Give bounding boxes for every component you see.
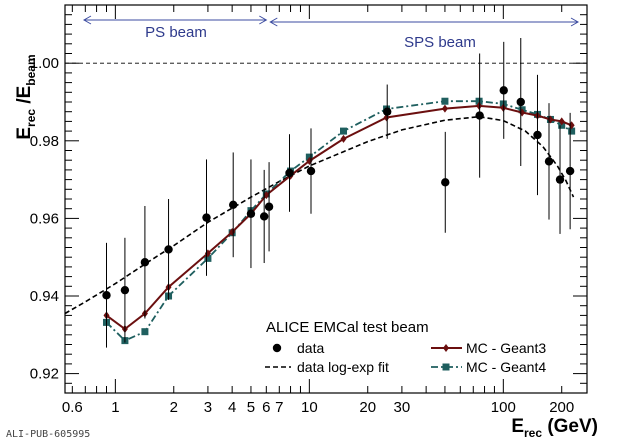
y-axis-title: Erec /Ebeam [14,54,38,139]
data-point [285,168,294,178]
x-tick-label: 30 [394,399,411,416]
data-point [228,200,238,210]
data-point [383,107,392,116]
legend-data-label: data [297,340,324,356]
ps-beam-label: PS beam [145,24,207,41]
series-group [64,37,576,348]
data-point [259,212,269,221]
y-tick-label: 1.00 [30,55,59,72]
data-point [164,245,173,254]
legend-data-marker [272,343,282,353]
geant3-marker [340,134,347,143]
data-point [140,258,150,267]
footer-id: ALI-PUB-605995 [6,429,90,440]
legend-fit-label: data log-exp fit [297,359,389,375]
x-tick-label: 100 [491,399,516,416]
geant3-marker [263,191,270,200]
geant4-marker [141,328,149,336]
x-tick-label: 6 [262,399,270,416]
y-tick-label: 0.98 [30,133,59,150]
y-tick-label: 0.94 [30,288,59,305]
data-point [102,291,111,300]
data-point [516,97,525,107]
data-point [475,111,484,120]
sps-beam-arrow-left-head [269,17,278,27]
beam-annotations: PS beam SPS beam [82,15,580,51]
x-tick-label: 1 [111,399,119,416]
geant3-line [105,104,572,331]
legend-geant3-marker [443,344,449,352]
x-tick-label: 3 [204,399,212,416]
data-point [533,130,542,140]
data-point [499,86,508,95]
y-tick-labels: 0.92 0.94 0.96 0.98 1.00 [30,55,59,382]
geant4-marker [568,127,576,135]
geant3-marker [476,101,483,110]
geant4-marker [441,97,449,105]
geant3-marker [441,104,448,113]
data-point [120,285,130,295]
axis-ticks [65,4,587,394]
ps-beam-arrow-left-head [82,15,92,25]
x-tick-label: 10 [301,399,318,416]
data-point [264,202,274,211]
geant4-line [105,100,573,342]
x-axis-title: Erec (GeV) [511,416,598,440]
ps-beam-arrow-right-head [259,15,268,25]
data-point [565,166,575,176]
legend-geant3-label: MC - Geant3 [466,340,546,356]
data-point [246,209,256,218]
legend: ALICE EMCal test beam data MC - Geant3 data… [265,319,546,375]
data-point [202,213,211,222]
y-tick-label: 0.92 [30,366,59,383]
x-tick-label: 20 [359,399,376,416]
x-tick-label: 2 [170,399,178,416]
fit-line [64,115,575,315]
sps-beam-label: SPS beam [404,34,476,51]
legend-header: ALICE EMCal test beam [266,319,429,336]
x-tick-label: 200 [549,399,574,416]
sps-beam-arrow-right-head [570,17,580,27]
x-tick-label: 0.6 [62,399,83,416]
legend-geant4-label: MC - Geant4 [466,359,546,375]
legend-geant4-marker [442,363,450,371]
x-tick-label: 7 [275,399,283,416]
data-point [555,175,565,184]
y-tick-label: 0.96 [30,210,59,227]
data-point [441,178,450,187]
x-tick-labels: 0.6 1 2 3 4 5 6 7 10 20 30 100 200 [62,399,574,416]
geant3-marker [558,117,565,126]
x-tick-label: 5 [247,399,255,416]
geant4-marker [204,254,212,262]
geant4-marker [340,127,348,135]
x-tick-label: 4 [228,399,236,416]
geant4-marker [475,97,483,105]
data-point [544,157,554,166]
data-point [306,166,316,176]
